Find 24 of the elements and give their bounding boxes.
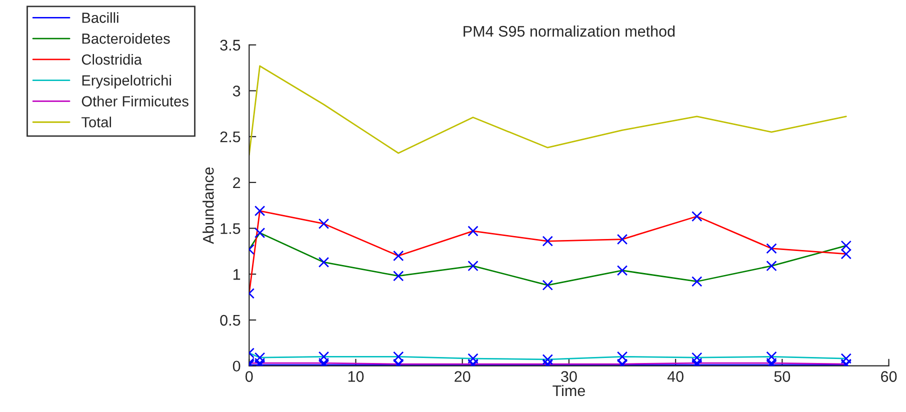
y-tick-label: 3.5: [220, 40, 240, 51]
y-tick-label: 0.5: [220, 314, 240, 326]
legend-label: Bacteroidetes: [82, 33, 170, 44]
x-tick-label: 20: [454, 371, 470, 382]
x-tick-label: 60: [881, 371, 897, 382]
legend-label: Clostridia: [82, 54, 142, 65]
y-tick-label: 2: [233, 177, 240, 188]
legend-label: Total: [82, 116, 112, 128]
x-tick-label: 50: [774, 371, 790, 382]
x-axis-title: Time: [552, 384, 585, 396]
chart-title: PM4 S95 normalization method: [464, 26, 675, 37]
y-tick-label: 1.5: [220, 223, 240, 234]
y-axis-title: Abundance: [202, 167, 214, 244]
legend-label: Other Firmicutes: [82, 96, 188, 106]
y-tick-label: 2.5: [220, 131, 240, 142]
y-tick-label: 1: [233, 269, 240, 280]
y-tick-label: 3: [232, 86, 240, 96]
legend-label: Erysipelotrichi: [82, 74, 171, 88]
x-tick-label: 0: [246, 371, 253, 382]
x-tick-label: 30: [561, 371, 577, 382]
legend-label: Bacilli: [82, 12, 118, 23]
x-tick-label: 40: [667, 371, 684, 382]
x-tick-label: 10: [348, 371, 364, 382]
y-tick-label: 0: [232, 360, 240, 372]
